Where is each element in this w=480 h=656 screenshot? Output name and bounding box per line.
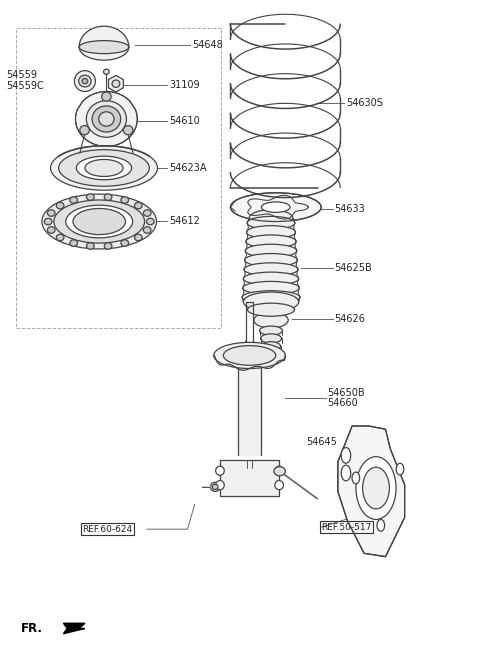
Ellipse shape <box>50 146 157 190</box>
Ellipse shape <box>104 69 109 74</box>
Text: REF.60-624: REF.60-624 <box>83 525 132 534</box>
Polygon shape <box>238 369 262 455</box>
Ellipse shape <box>86 100 126 137</box>
Ellipse shape <box>249 210 293 227</box>
Text: 54633: 54633 <box>335 204 365 214</box>
Ellipse shape <box>54 200 144 243</box>
Ellipse shape <box>377 520 384 531</box>
Text: 54626: 54626 <box>335 314 365 324</box>
Ellipse shape <box>262 202 290 213</box>
Text: 54623A: 54623A <box>169 163 207 173</box>
Ellipse shape <box>243 281 300 295</box>
Ellipse shape <box>275 481 283 489</box>
Text: 54645: 54645 <box>306 438 337 447</box>
Ellipse shape <box>85 159 123 176</box>
Ellipse shape <box>341 447 351 463</box>
Text: 31109: 31109 <box>169 80 200 90</box>
Text: 54559: 54559 <box>6 70 37 80</box>
Ellipse shape <box>42 194 156 249</box>
Text: 54630S: 54630S <box>346 98 383 108</box>
Ellipse shape <box>82 79 88 84</box>
Ellipse shape <box>260 326 282 335</box>
Ellipse shape <box>243 292 299 312</box>
Ellipse shape <box>356 457 396 520</box>
Text: 54648: 54648 <box>192 39 223 49</box>
Ellipse shape <box>73 209 125 235</box>
Ellipse shape <box>223 346 276 365</box>
Ellipse shape <box>104 243 112 249</box>
Ellipse shape <box>230 193 321 222</box>
Ellipse shape <box>212 484 218 489</box>
Ellipse shape <box>261 334 281 343</box>
Ellipse shape <box>243 272 299 285</box>
Text: 54625B: 54625B <box>335 263 372 273</box>
Ellipse shape <box>121 197 129 203</box>
Ellipse shape <box>144 227 151 234</box>
Ellipse shape <box>146 218 154 225</box>
Text: REF.50-517: REF.50-517 <box>321 523 372 532</box>
Text: 54559C: 54559C <box>6 81 44 91</box>
Ellipse shape <box>48 210 55 216</box>
Ellipse shape <box>341 465 351 481</box>
Ellipse shape <box>352 472 360 484</box>
Ellipse shape <box>274 466 285 476</box>
Ellipse shape <box>242 291 300 304</box>
Ellipse shape <box>79 75 91 87</box>
Ellipse shape <box>247 226 296 239</box>
Ellipse shape <box>112 80 120 87</box>
Ellipse shape <box>76 156 132 180</box>
Ellipse shape <box>216 481 224 489</box>
Ellipse shape <box>245 253 298 266</box>
Ellipse shape <box>86 194 94 200</box>
Ellipse shape <box>275 466 283 476</box>
Ellipse shape <box>214 342 285 369</box>
Polygon shape <box>63 623 85 634</box>
Text: FR.: FR. <box>21 622 42 635</box>
Ellipse shape <box>79 34 129 60</box>
Ellipse shape <box>56 202 64 209</box>
Ellipse shape <box>48 227 55 234</box>
Text: 54660: 54660 <box>327 398 358 408</box>
Ellipse shape <box>80 125 89 134</box>
Ellipse shape <box>245 244 297 257</box>
Polygon shape <box>220 460 279 496</box>
Ellipse shape <box>121 239 129 246</box>
Ellipse shape <box>92 106 120 132</box>
Ellipse shape <box>44 218 52 225</box>
Ellipse shape <box>66 205 132 238</box>
Ellipse shape <box>102 92 111 101</box>
Text: 54650B: 54650B <box>327 388 365 398</box>
Ellipse shape <box>79 41 129 54</box>
Ellipse shape <box>134 202 142 209</box>
Ellipse shape <box>70 197 77 203</box>
Ellipse shape <box>134 234 142 241</box>
Polygon shape <box>108 75 123 92</box>
Ellipse shape <box>248 303 295 316</box>
Ellipse shape <box>262 342 281 351</box>
Ellipse shape <box>144 210 151 216</box>
Polygon shape <box>338 426 405 557</box>
Ellipse shape <box>70 239 77 246</box>
Ellipse shape <box>104 194 112 200</box>
Ellipse shape <box>254 312 288 328</box>
Ellipse shape <box>243 347 256 355</box>
Ellipse shape <box>244 263 298 276</box>
Ellipse shape <box>123 125 133 134</box>
Ellipse shape <box>74 71 96 92</box>
Ellipse shape <box>247 216 295 230</box>
Ellipse shape <box>99 112 114 126</box>
Polygon shape <box>79 26 129 47</box>
Ellipse shape <box>216 466 224 476</box>
Polygon shape <box>75 91 137 146</box>
Text: 54610: 54610 <box>169 116 200 126</box>
Text: 54612: 54612 <box>169 216 200 226</box>
Ellipse shape <box>396 463 404 475</box>
Ellipse shape <box>59 150 149 186</box>
Ellipse shape <box>363 467 389 509</box>
Ellipse shape <box>210 482 220 491</box>
Ellipse shape <box>86 243 94 249</box>
Ellipse shape <box>56 234 64 241</box>
Ellipse shape <box>246 235 296 248</box>
